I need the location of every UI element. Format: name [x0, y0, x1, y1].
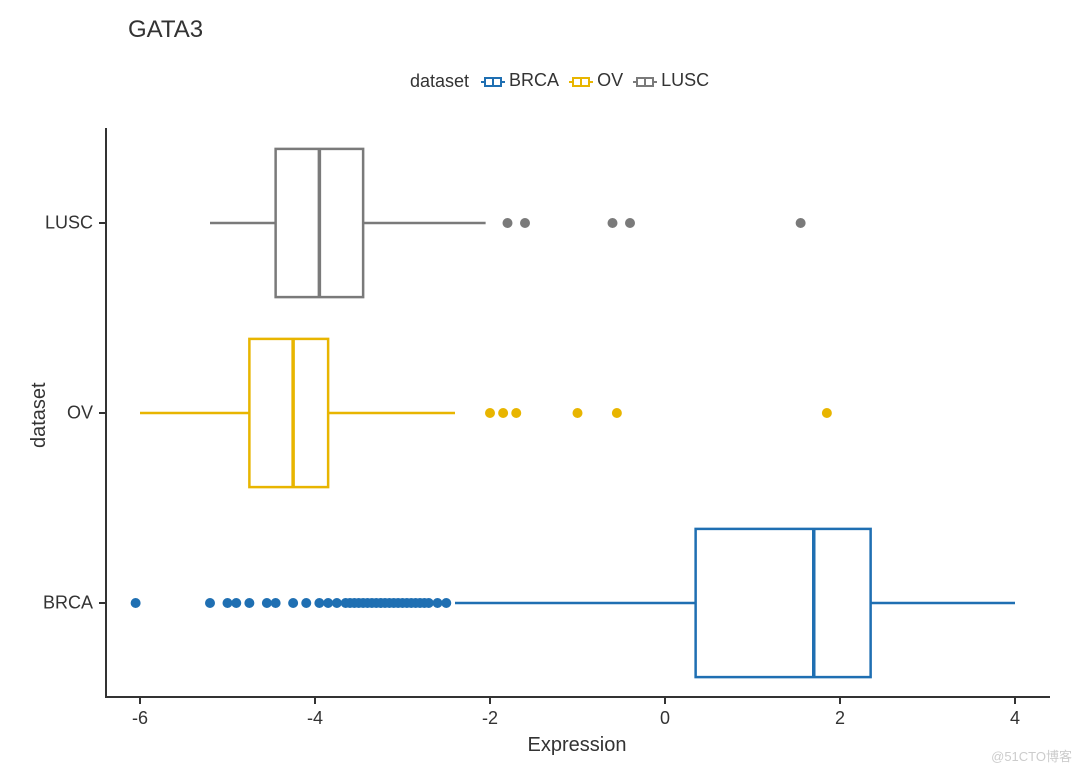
outlier	[608, 218, 618, 228]
outlier	[244, 598, 254, 608]
outlier	[511, 408, 521, 418]
y-tick-label: BRCA	[43, 593, 93, 614]
x-tick-label: 0	[660, 708, 670, 729]
box	[249, 339, 328, 487]
chart-title: GATA3	[128, 16, 203, 44]
outlier	[223, 598, 233, 608]
outlier	[796, 218, 806, 228]
outlier	[205, 598, 215, 608]
x-tick-mark	[839, 698, 841, 704]
legend: dataset BRCA OV	[410, 70, 719, 93]
outlier	[612, 408, 622, 418]
legend-item-label: LUSC	[661, 70, 709, 91]
x-tick-mark	[1014, 698, 1016, 704]
y-axis-title: dataset	[28, 382, 51, 448]
legend-glyph-icon	[481, 74, 505, 88]
x-tick-label: 4	[1010, 708, 1020, 729]
legend-item-lusc: LUSC	[633, 70, 709, 91]
box	[696, 529, 871, 677]
outlier	[323, 598, 333, 608]
legend-item-label: OV	[597, 70, 623, 91]
outlier	[625, 218, 635, 228]
legend-glyph-icon	[633, 74, 657, 88]
outlier	[424, 598, 434, 608]
x-tick-mark	[139, 698, 141, 704]
legend-item-brca: BRCA	[481, 70, 559, 91]
legend-item-label: BRCA	[509, 70, 559, 91]
outlier	[288, 598, 298, 608]
outlier	[520, 218, 530, 228]
x-tick-mark	[314, 698, 316, 704]
x-tick-label: 2	[835, 708, 845, 729]
boxplot-chart: GATA3 dataset BRCA OV	[0, 0, 1080, 771]
x-tick-label: -2	[482, 708, 498, 729]
outlier	[485, 408, 495, 418]
x-tick-mark	[664, 698, 666, 704]
y-tick-label: OV	[67, 403, 93, 424]
y-tick-label: LUSC	[45, 213, 93, 234]
plot-area	[105, 128, 1050, 698]
plot-svg	[105, 128, 1050, 698]
outlier	[271, 598, 281, 608]
x-tick-label: -6	[132, 708, 148, 729]
outlier	[262, 598, 272, 608]
outlier	[573, 408, 583, 418]
outlier	[301, 598, 311, 608]
outlier	[441, 598, 451, 608]
outlier	[433, 598, 443, 608]
legend-item-ov: OV	[569, 70, 623, 91]
y-tick-mark	[99, 222, 105, 224]
outlier	[131, 598, 141, 608]
outlier	[231, 598, 241, 608]
y-tick-mark	[99, 602, 105, 604]
x-axis-title: Expression	[528, 734, 627, 757]
y-tick-mark	[99, 412, 105, 414]
outlier	[503, 218, 513, 228]
outlier	[314, 598, 324, 608]
legend-title: dataset	[410, 71, 469, 92]
outlier	[822, 408, 832, 418]
outlier	[332, 598, 342, 608]
legend-glyph-icon	[569, 74, 593, 88]
x-tick-label: -4	[307, 708, 323, 729]
watermark: @51CTO博客	[991, 746, 1072, 765]
outlier	[498, 408, 508, 418]
x-tick-mark	[489, 698, 491, 704]
